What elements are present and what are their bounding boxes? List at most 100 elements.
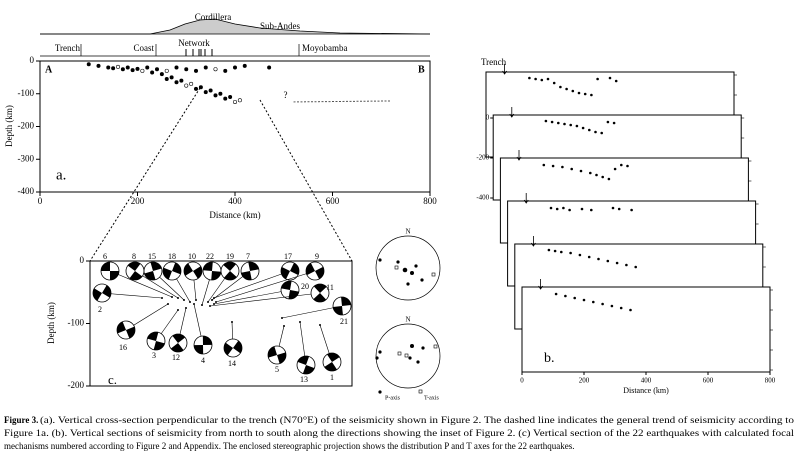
earthquake (125, 65, 130, 70)
earthquake (198, 85, 203, 90)
mechanism-label: 3 (152, 351, 156, 360)
earthquake (571, 89, 575, 93)
hypocenter (211, 299, 213, 301)
earthquake (560, 250, 563, 254)
hypocenter (231, 321, 233, 323)
mechanism-label: 13 (300, 375, 308, 384)
trench-arrow (509, 107, 515, 118)
x-tick-label: 400 (641, 377, 652, 385)
trench-arrow (531, 236, 536, 247)
hypocenter (161, 297, 163, 299)
earthquake (534, 77, 537, 81)
earthquake (552, 81, 556, 85)
earthquake (625, 263, 628, 267)
earthquake (242, 63, 247, 68)
earthquake (174, 80, 179, 85)
earthquake (164, 68, 169, 73)
hypocenter (209, 305, 211, 307)
x-axis-label: Distance (km) (209, 210, 260, 220)
mechanism-label: 2 (98, 305, 102, 314)
earthquake (106, 65, 111, 70)
earthquake (223, 68, 228, 73)
mechanism-label: 6 (103, 252, 107, 261)
earthquake (563, 122, 566, 126)
earthquake (546, 77, 550, 81)
earthquake (528, 76, 531, 80)
earthquake (155, 67, 160, 72)
mechanism-link (101, 292, 163, 299)
earthquake (579, 169, 583, 173)
caption-line: Figure 1a. (b). Vertical sections of sei… (4, 428, 795, 438)
earthquake (588, 128, 591, 132)
earthquake (626, 164, 629, 168)
earthquake (610, 304, 614, 308)
beachball-quadrant (223, 340, 243, 356)
earthquake (223, 96, 228, 101)
earthquake (617, 207, 621, 211)
beachball-quadrant (144, 262, 162, 281)
earthquake (578, 253, 582, 257)
beachball-quadrant (117, 321, 135, 339)
hypocenter (213, 303, 215, 305)
earthquake (595, 173, 598, 177)
section-frame (521, 286, 771, 373)
y-tick-label: 0 (486, 114, 490, 122)
beachball-quadrant (170, 333, 186, 353)
earthquake (194, 68, 199, 73)
earthquake (569, 251, 572, 255)
hypocenter (177, 309, 179, 311)
x-tick-label: 800 (423, 196, 437, 206)
panel-label: a. (56, 167, 66, 183)
section-panel: 0 200 400 600 800 Distance (km) b. (520, 279, 776, 395)
mechanism-label: 9 (315, 252, 319, 261)
north-label: N (405, 316, 410, 324)
hypocenter (201, 304, 203, 306)
hypocenter (167, 303, 169, 305)
hypocenter (319, 324, 321, 326)
trench-arrow (502, 64, 507, 75)
earthquake (557, 121, 560, 125)
earthquake (174, 65, 179, 70)
beachball-quadrant (194, 336, 212, 354)
earthquake (189, 81, 194, 86)
mechanism-label: 14 (228, 359, 236, 368)
panel-label: b. (544, 351, 555, 366)
hypocenter (299, 321, 301, 323)
earthquake (575, 124, 579, 128)
legend-label: T-axis (424, 395, 439, 401)
earthquake (203, 90, 208, 95)
mechanism-link (209, 292, 321, 307)
mechanism-label: 17 (284, 252, 292, 261)
zoom-guide (259, 99, 353, 262)
earthquake (590, 93, 593, 97)
earthquake (606, 120, 610, 124)
profile-label: Network (178, 38, 210, 48)
x-tick-label: 600 (326, 196, 340, 206)
earthquake (228, 95, 233, 100)
beachball-quadrant (127, 262, 143, 280)
earthquake (218, 91, 223, 96)
mechanism-label: 18 (168, 252, 176, 261)
earthquake (615, 261, 619, 265)
mechanism-label: 16 (119, 343, 127, 352)
earthquake (554, 292, 558, 296)
earthquake (549, 206, 553, 210)
beachball-quadrant (297, 355, 315, 375)
beachball-quadrant (268, 346, 286, 364)
earthquake (159, 72, 164, 77)
mechanisms: 6 8 15 18 10 22 19 7 17 9 20 11 21 2 16 3 12 4 14 5 13 1 (92, 252, 352, 384)
beachball-quadrant (92, 285, 111, 301)
earthquake (135, 66, 140, 71)
hypocenter (213, 297, 215, 299)
hypocenter (177, 297, 179, 299)
earthquake (150, 70, 155, 75)
earthquake (580, 207, 584, 211)
y-tick-label: -200 (18, 121, 35, 131)
mechanism-link (213, 270, 291, 299)
mechanism-label: 20 (301, 282, 309, 291)
earthquake (619, 306, 623, 310)
y-tick-label: -100 (18, 88, 35, 98)
earthquake (597, 257, 600, 261)
x-tick-label: 800 (765, 377, 776, 385)
section-end-label: A (45, 64, 53, 75)
